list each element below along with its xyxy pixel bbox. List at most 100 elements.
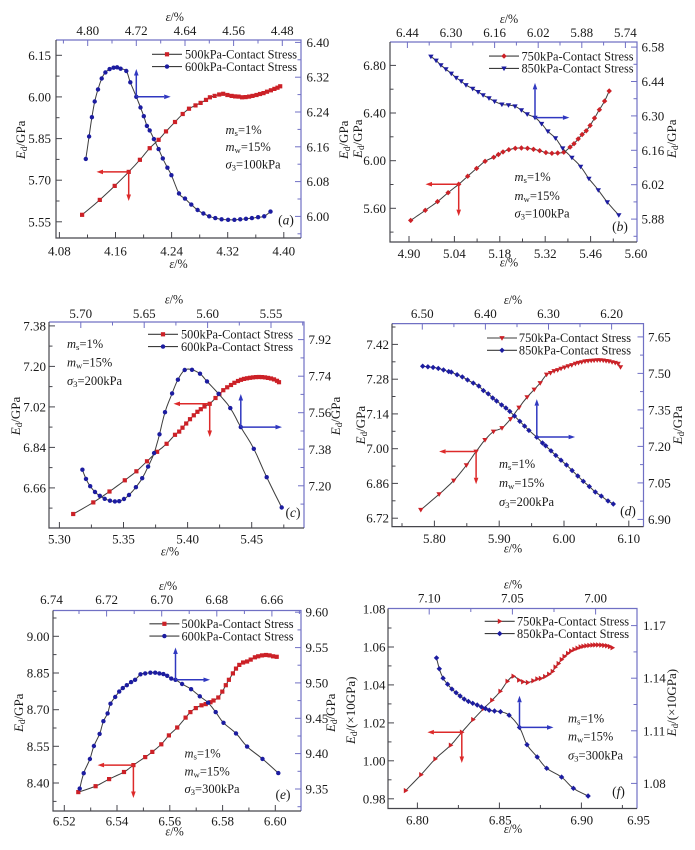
svg-text:Ed/GPa: Ed/GPa [13,120,29,160]
svg-text:6.40: 6.40 [474,306,497,321]
svg-text:(d): (d) [620,503,636,518]
svg-text:6.20: 6.20 [600,306,623,321]
svg-text:ε/%: ε/% [159,579,177,593]
svg-text:mw=15%: mw=15% [568,730,613,745]
svg-text:6.40: 6.40 [307,35,330,50]
svg-text:1.00: 1.00 [363,753,386,768]
svg-text:mw=15%: mw=15% [185,765,230,780]
svg-text:7.14: 7.14 [366,406,389,421]
svg-text:Ed/GPa: Ed/GPa [328,397,344,437]
svg-text:σ3=100kPa: σ3=100kPa [515,207,571,222]
svg-text:4.08: 4.08 [48,244,71,259]
svg-text:5.88: 5.88 [642,212,665,227]
svg-text:Ed/GPa: Ed/GPa [664,119,680,159]
svg-text:0.98: 0.98 [363,791,386,806]
svg-text:5.85: 5.85 [28,131,51,146]
svg-text:7.05: 7.05 [648,475,671,490]
svg-text:6.58: 6.58 [642,40,665,55]
svg-text:6.30: 6.30 [642,108,665,123]
svg-text:7.50: 7.50 [648,366,671,381]
svg-text:6.74: 6.74 [40,592,63,607]
svg-text:6.54: 6.54 [106,814,129,829]
svg-text:6.15: 6.15 [28,48,51,63]
svg-text:500kPa-Contact Stress: 500kPa-Contact Stress [182,617,294,631]
svg-text:4.24: 4.24 [160,244,183,259]
svg-text:ε/%: ε/% [165,293,183,307]
svg-text:6.30: 6.30 [440,25,463,40]
svg-text:6.50: 6.50 [411,306,434,321]
svg-text:6.52: 6.52 [53,814,76,829]
svg-text:7.20: 7.20 [309,478,332,493]
svg-text:6.24: 6.24 [307,105,330,120]
svg-text:6.10: 6.10 [617,531,640,546]
svg-text:600kPa-Contact Stress: 600kPa-Contact Stress [182,629,294,643]
svg-text:6.90: 6.90 [570,813,593,828]
svg-text:5.65: 5.65 [133,306,156,321]
svg-text:7.38: 7.38 [309,442,332,457]
svg-text:6.30: 6.30 [537,306,560,321]
svg-text:6.44: 6.44 [396,25,419,40]
svg-text:5.40: 5.40 [176,532,199,547]
svg-text:7.65: 7.65 [648,329,671,344]
svg-text:7.38: 7.38 [23,318,46,333]
svg-text:5.46: 5.46 [579,246,602,261]
svg-text:mw=15%: mw=15% [67,356,112,371]
svg-text:ms=1%: ms=1% [67,337,103,352]
svg-text:ms=1%: ms=1% [226,123,262,138]
svg-text:Ed/GPa: Ed/GPa [8,397,24,437]
svg-text:Ed/GPa: Ed/GPa [323,693,339,733]
svg-text:4.56: 4.56 [222,23,245,38]
svg-text:9.00: 9.00 [27,629,50,644]
svg-text:4.40: 4.40 [272,244,295,259]
svg-text:ε/%: ε/% [504,822,522,836]
svg-text:6.72: 6.72 [366,511,389,526]
svg-text:1.04: 1.04 [363,677,386,692]
svg-text:6.58: 6.58 [211,814,234,829]
svg-text:7.74: 7.74 [309,369,332,384]
svg-text:ms=1%: ms=1% [185,747,221,762]
svg-text:1.06: 1.06 [363,640,386,655]
svg-text:5.60: 5.60 [196,306,219,321]
svg-text:7.92: 7.92 [309,332,332,347]
svg-text:4.64: 4.64 [174,23,197,38]
svg-text:7.56: 7.56 [309,405,332,420]
svg-text:6.00: 6.00 [307,209,330,224]
svg-text:6.90: 6.90 [648,512,671,527]
svg-text:750kPa-Contact Stress: 750kPa-Contact Stress [517,615,629,629]
svg-text:Ed/(×10GPa): Ed/(×10GPa) [343,677,359,746]
svg-text:ms=1%: ms=1% [568,712,604,727]
svg-text:6.32: 6.32 [307,70,330,85]
svg-text:4.48: 4.48 [271,23,294,38]
svg-text:ms=1%: ms=1% [515,170,551,185]
svg-text:σ3=300kPa: σ3=300kPa [568,748,624,763]
svg-text:6.02: 6.02 [527,25,550,40]
svg-text:1.11: 1.11 [643,723,665,738]
svg-text:(e): (e) [276,787,291,802]
svg-text:Ed/GPa: Ed/GPa [11,693,27,733]
svg-text:4.32: 4.32 [216,244,239,259]
svg-text:4.72: 4.72 [125,23,148,38]
svg-text:850kPa-Contact Stress: 850kPa-Contact Stress [517,627,629,641]
svg-text:7.00: 7.00 [366,441,389,456]
svg-text:750kPa-Contact Stress: 750kPa-Contact Stress [519,331,631,345]
svg-text:(b): (b) [612,219,628,234]
svg-text:6.16: 6.16 [307,139,330,154]
svg-text:8.55: 8.55 [27,739,50,754]
svg-text:σ3=200kPa: σ3=200kPa [67,374,123,389]
svg-text:9.35: 9.35 [306,782,329,797]
svg-text:6.60: 6.60 [264,814,287,829]
svg-text:7.20: 7.20 [648,439,671,454]
svg-text:1.14: 1.14 [643,671,666,686]
svg-text:7.02: 7.02 [23,399,46,414]
svg-text:7.00: 7.00 [584,591,607,606]
svg-text:6.85: 6.85 [489,813,512,828]
svg-text:Ed/(×10GPa): Ed/(×10GPa) [664,669,680,738]
svg-text:6.80: 6.80 [363,58,386,73]
svg-text:6.56: 6.56 [158,814,181,829]
svg-text:5.80: 5.80 [423,531,446,546]
svg-text:1.02: 1.02 [363,715,386,730]
svg-text:ms=1%: ms=1% [499,457,535,472]
svg-text:5.70: 5.70 [28,173,51,188]
svg-text:6.72: 6.72 [95,592,118,607]
svg-text:750kPa-Contact Stress: 750kPa-Contact Stress [522,49,634,63]
